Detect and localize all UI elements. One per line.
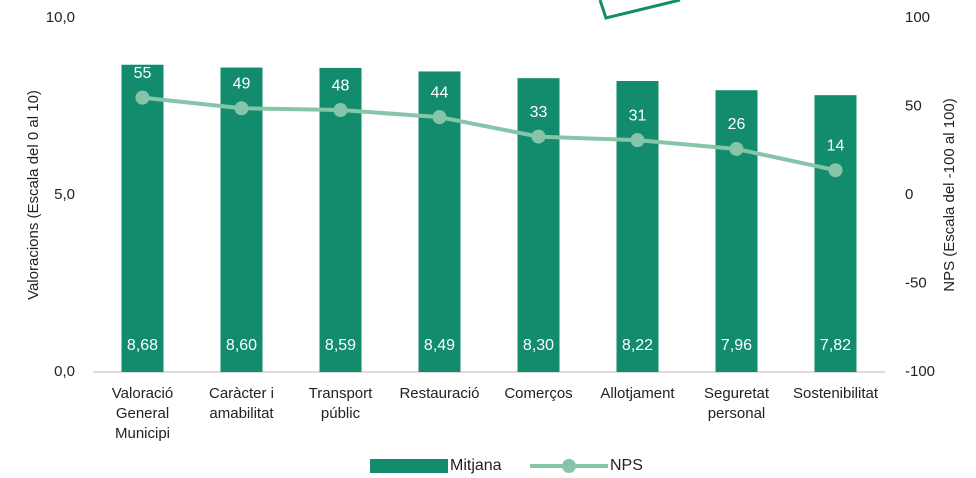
bar <box>814 95 857 372</box>
y2-tick-label: -100 <box>905 363 935 380</box>
legend-label: Mitjana <box>450 457 502 474</box>
bar <box>517 78 560 373</box>
x-tick-label: Seguretat personal <box>704 385 770 422</box>
line-point <box>234 101 249 116</box>
bar-value-label: 8,22 <box>622 337 653 354</box>
bar-value-label: 8,68 <box>127 337 158 354</box>
bar <box>220 67 263 372</box>
y-tick-label: 10,0 <box>46 9 75 26</box>
y-tick-label: 0,0 <box>54 363 75 380</box>
bar-value-label: 7,96 <box>721 337 752 354</box>
x-tick-label: Restauració <box>399 385 479 402</box>
x-tick-label: Valoració General Municipi <box>112 385 173 442</box>
line-point <box>630 133 645 148</box>
line-value-label: 48 <box>332 77 350 94</box>
line-value-label: 55 <box>134 65 152 82</box>
line-point <box>531 129 546 144</box>
line-point <box>432 110 447 125</box>
line-value-label: 49 <box>233 75 251 92</box>
x-tick-label: Sostenibilitat <box>793 385 879 402</box>
x-tick-label: Allotjament <box>600 385 675 402</box>
bar-value-label: 8,60 <box>226 337 257 354</box>
legend-swatch-point <box>562 459 576 473</box>
line-point <box>828 163 843 178</box>
bar-value-label: 8,49 <box>424 337 455 354</box>
x-tick-label: Caràcter i amabilitat <box>209 385 274 422</box>
line-value-label: 31 <box>629 107 647 124</box>
bar-value-label: 7,82 <box>820 337 851 354</box>
line-point <box>729 141 744 156</box>
line-value-label: 14 <box>827 137 845 154</box>
line-point <box>135 90 150 105</box>
y2-tick-label: 100 <box>905 9 930 26</box>
decoration <box>598 0 681 20</box>
bar-value-label: 8,30 <box>523 337 554 354</box>
line-point <box>333 103 348 118</box>
y2-axis-title: NPS (Escala del -100 al 100) <box>941 98 958 291</box>
line-value-label: 26 <box>728 116 746 133</box>
bar <box>616 81 659 373</box>
line <box>142 95 836 173</box>
bar <box>121 64 164 372</box>
line-value-label: 44 <box>431 84 449 101</box>
y-axis-title: Valoracions (Escala del 0 al 10) <box>25 90 42 300</box>
bar <box>319 67 362 372</box>
legend-label: NPS <box>610 457 643 474</box>
x-tick-label: Transport públic <box>309 385 373 422</box>
legend-swatch <box>370 459 448 473</box>
y2-tick-label: 50 <box>905 97 922 114</box>
x-tick-label: Comerços <box>504 385 572 402</box>
y2-tick-label: -50 <box>905 274 927 291</box>
line-value-label: 33 <box>530 104 548 121</box>
bar <box>715 90 758 372</box>
y-tick-label: 5,0 <box>54 186 75 203</box>
bar-value-label: 8,59 <box>325 337 356 354</box>
y2-tick-label: 0 <box>905 186 913 203</box>
